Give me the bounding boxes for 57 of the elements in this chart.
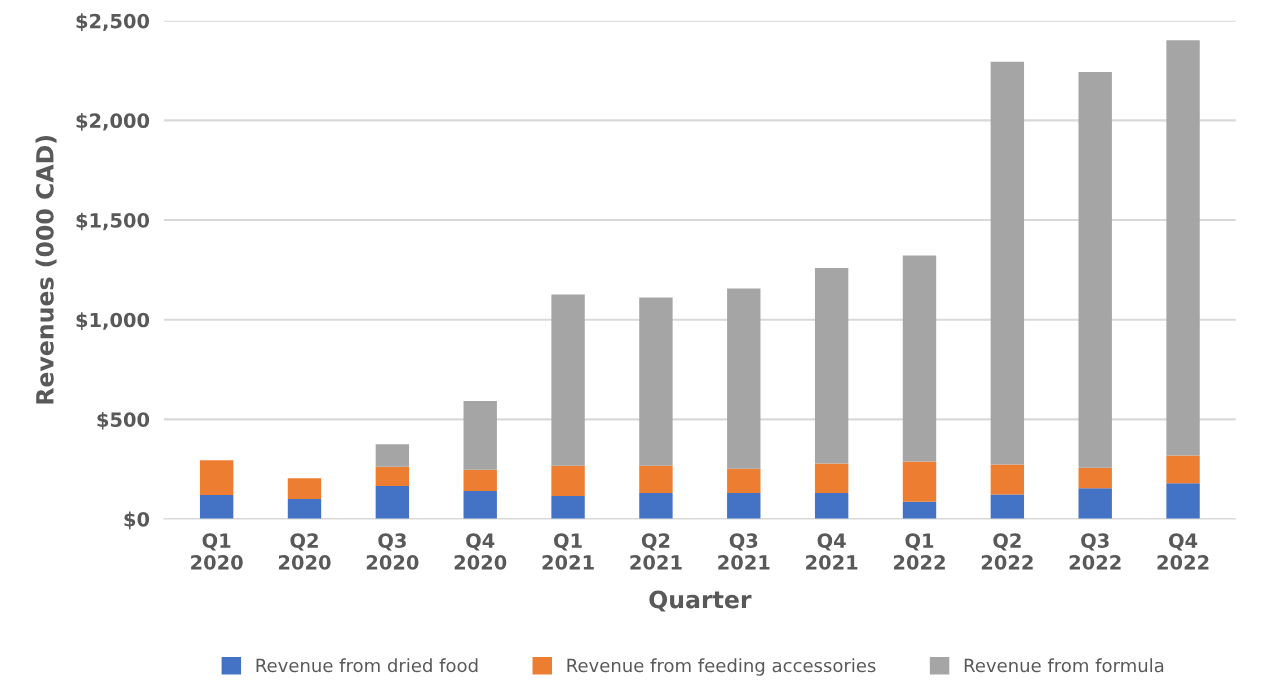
legend-label: Revenue from feeding accessories — [567, 658, 876, 676]
bar — [727, 288, 761, 469]
bar — [463, 401, 497, 470]
bar — [287, 478, 322, 500]
bar — [990, 61, 1025, 465]
bar — [990, 494, 1025, 519]
bar — [463, 469, 497, 492]
bar — [727, 468, 761, 494]
x-tick-label: Q3 2020 — [366, 533, 419, 570]
bar — [814, 493, 849, 519]
bar — [199, 460, 234, 496]
bar — [375, 466, 410, 487]
bar — [1078, 488, 1112, 519]
bar — [902, 501, 937, 519]
x-tick-label: Q1 2020 — [191, 533, 243, 570]
x-tick-label: Q1 2022 — [893, 533, 945, 570]
y-tick-label: $1,000 — [76, 312, 150, 330]
bar — [551, 465, 585, 497]
y-axis-title: Revenues (000 CAD) — [35, 136, 57, 404]
bar — [990, 464, 1025, 495]
bar — [727, 493, 761, 519]
bar — [814, 267, 849, 464]
bar — [551, 496, 585, 519]
x-tick-label: Q4 2022 — [1157, 533, 1209, 570]
bar — [1078, 467, 1112, 489]
bar — [639, 493, 673, 519]
x-tick-label: Q2 2022 — [981, 533, 1033, 570]
bar — [375, 486, 410, 519]
x-tick-label: Q4 2021 — [806, 533, 858, 570]
bar — [1078, 71, 1112, 468]
legend-label: Revenue from formula — [964, 658, 1164, 673]
bar — [1166, 455, 1200, 484]
bar — [902, 461, 937, 502]
bar — [199, 495, 234, 519]
x-tick-label: Q2 2021 — [630, 533, 682, 570]
x-tick-label: Q3 2021 — [718, 533, 770, 570]
bar — [814, 463, 849, 494]
bar — [463, 491, 497, 519]
y-tick-label: $2,000 — [76, 113, 150, 131]
x-axis-title: Quarter — [649, 590, 752, 612]
bar — [551, 294, 585, 466]
y-tick-label: $1,500 — [76, 212, 150, 231]
bar — [639, 465, 673, 494]
bar — [639, 297, 673, 466]
y-tick-label: $500 — [97, 411, 150, 430]
y-tick-label: $2,500 — [76, 13, 150, 32]
x-tick-label: Q2 2020 — [278, 533, 331, 570]
x-tick-label: Q3 2022 — [1069, 533, 1121, 570]
bar — [902, 255, 937, 462]
x-tick-label: Q1 2021 — [542, 533, 594, 570]
y-tick-label: $0 — [124, 511, 150, 530]
x-tick-label: Q4 2020 — [454, 533, 507, 570]
bar — [1166, 483, 1200, 519]
bar — [375, 444, 410, 467]
legend-label: Revenue from dried food — [256, 658, 478, 673]
bar — [1166, 40, 1200, 456]
bar — [287, 499, 322, 519]
